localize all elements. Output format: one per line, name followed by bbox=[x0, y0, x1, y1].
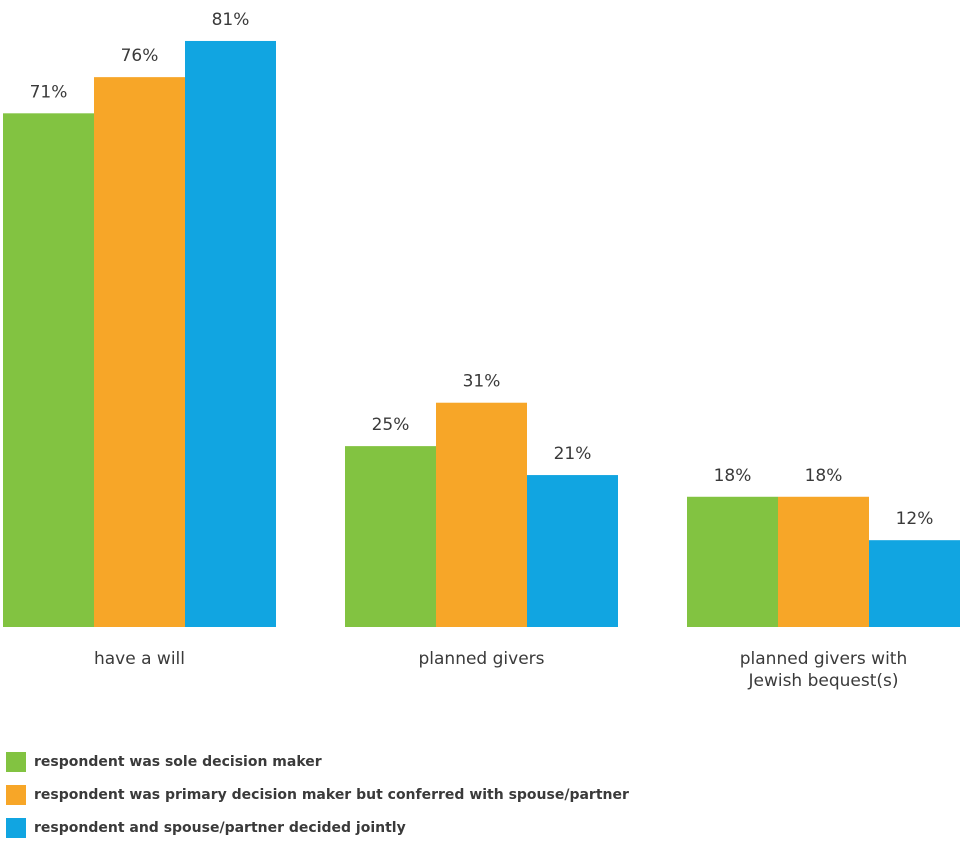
value-label-planned-givers-jewish-bequest-jointly: 12% bbox=[896, 509, 934, 529]
bar-planned-givers-primary bbox=[436, 402, 527, 627]
legend-swatch-jointly bbox=[6, 818, 26, 838]
value-label-planned-givers-jewish-bequest-sole: 18% bbox=[714, 466, 752, 486]
bar-planned-givers-jointly bbox=[527, 475, 618, 627]
legend-label-primary: respondent was primary decision maker bu… bbox=[34, 787, 629, 803]
legend-item-jointly: respondent and spouse/partner decided jo… bbox=[6, 818, 946, 838]
value-label-planned-givers-sole: 25% bbox=[372, 415, 410, 435]
value-label-have-a-will-jointly: 81% bbox=[212, 10, 250, 30]
category-label-planned-givers: planned givers bbox=[418, 649, 544, 669]
value-labels-group: 71% 76% 81% 25% 31% 21% 18% 18% 12% bbox=[30, 10, 934, 529]
legend-item-primary: respondent was primary decision maker bu… bbox=[6, 785, 946, 805]
bars-group bbox=[3, 40, 960, 627]
bar-planned-givers-sole bbox=[345, 446, 436, 627]
category-label-planned-givers-jewish-bequest: planned givers with Jewish bequest(s) bbox=[740, 649, 908, 691]
legend-label-jointly: respondent and spouse/partner decided jo… bbox=[34, 820, 406, 836]
bar-have-a-will-jointly bbox=[185, 40, 276, 627]
value-label-have-a-will-primary: 76% bbox=[121, 46, 159, 66]
legend: respondent was sole decision maker respo… bbox=[6, 752, 946, 851]
legend-label-sole: respondent was sole decision maker bbox=[34, 754, 322, 770]
legend-swatch-sole bbox=[6, 752, 26, 772]
bar-planned-givers-jewish-bequest-sole bbox=[687, 496, 778, 627]
bar-planned-givers-jewish-bequest-primary bbox=[778, 496, 869, 627]
category-labels-group: have a will planned givers planned givers … bbox=[94, 649, 907, 691]
bar-have-a-will-primary bbox=[94, 77, 185, 627]
legend-swatch-primary bbox=[6, 785, 26, 805]
bar-planned-givers-jewish-bequest-jointly bbox=[869, 540, 960, 627]
bar-chart: 71% 76% 81% 25% 31% 21% 18% 18% 12% have a will p… bbox=[3, 10, 960, 691]
value-label-have-a-will-sole: 71% bbox=[30, 82, 68, 102]
value-label-planned-givers-jewish-bequest-primary: 18% bbox=[805, 466, 843, 486]
bar-have-a-will-sole bbox=[3, 113, 94, 627]
legend-item-sole: respondent was sole decision maker bbox=[6, 752, 946, 772]
category-label-have-a-will: have a will bbox=[94, 649, 185, 669]
value-label-planned-givers-jointly: 21% bbox=[554, 444, 592, 464]
value-label-planned-givers-primary: 31% bbox=[463, 372, 501, 392]
